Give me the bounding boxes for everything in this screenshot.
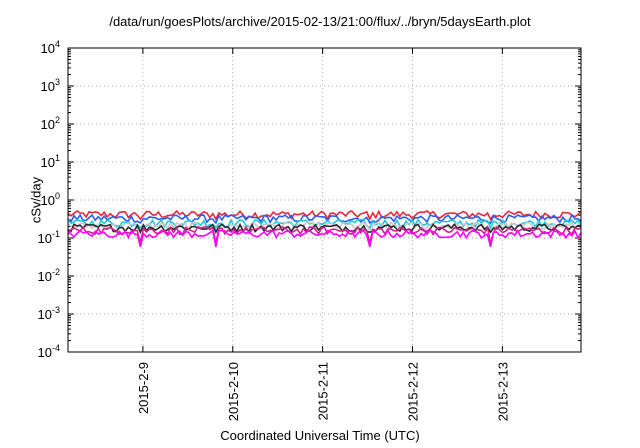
series-line (67, 220, 582, 233)
x-tick-label: 2015-2-10 (226, 362, 241, 421)
x-axis-label: Coordinated Universal Time (UTC) (220, 428, 420, 443)
x-tick-label: 2015-2-9 (136, 362, 151, 414)
plot-frame (67, 47, 582, 353)
y-tick-label: 10-2 (38, 267, 60, 284)
x-tick-label: 2015-2-13 (495, 362, 510, 421)
series-line (67, 224, 582, 244)
series-line (67, 209, 582, 222)
y-tick-label: 100 (41, 191, 60, 208)
y-tick-label: 104 (41, 39, 60, 56)
y-axis-label: cSv/day (28, 176, 44, 224)
y-tick-label: 103 (41, 77, 60, 94)
y-tick-label: 10-1 (38, 229, 60, 246)
x-tick-label: 2015-2-11 (316, 362, 331, 420)
series-line (67, 218, 582, 230)
y-tick-label: 101 (41, 153, 60, 170)
series-line (67, 228, 582, 248)
series-line (67, 213, 582, 225)
chart-title: /data/run/goesPlots/archive/2015-02-13/2… (109, 14, 531, 29)
y-tick-label: 10-3 (38, 305, 60, 322)
y-tick-label: 10-4 (38, 343, 60, 360)
y-tick-label: 102 (41, 115, 60, 132)
x-tick-label: 2015-2-12 (405, 362, 420, 421)
